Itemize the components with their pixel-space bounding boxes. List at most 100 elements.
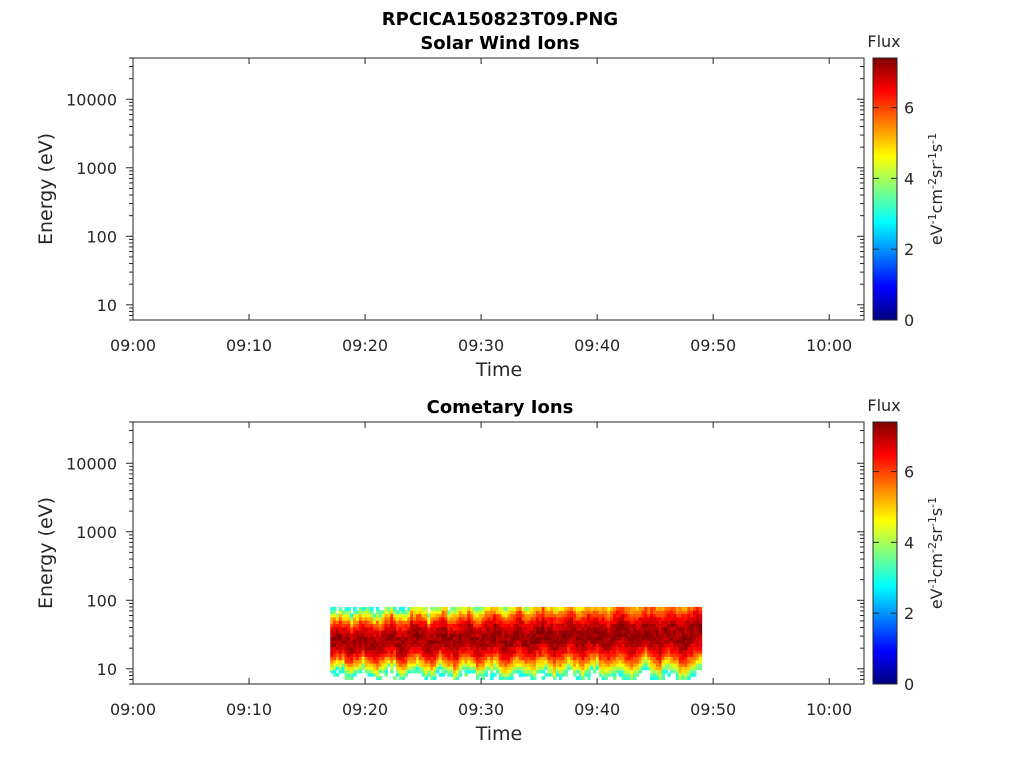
flux-cell — [561, 669, 566, 674]
flux-cell — [401, 666, 406, 671]
flux-cell — [515, 653, 520, 657]
flux-cell — [390, 636, 394, 641]
flux-cell — [464, 662, 468, 667]
flux-cell — [638, 606, 643, 611]
flux-cell — [401, 676, 406, 681]
flux-cell — [347, 629, 351, 634]
flux-cell — [627, 646, 631, 651]
flux-cell — [504, 646, 508, 651]
flux-cell — [558, 606, 563, 611]
flux-cell — [401, 662, 406, 667]
flux-cell — [692, 666, 697, 671]
flux-cell — [627, 656, 631, 661]
flux-cell — [573, 662, 577, 667]
flux-cell — [441, 662, 446, 667]
flux-cell — [541, 639, 546, 644]
flux-cell — [601, 669, 606, 674]
flux-cell — [672, 653, 677, 657]
flux-cell — [544, 656, 548, 661]
flux-cell — [664, 669, 668, 674]
flux-cell — [378, 659, 383, 664]
flux-cell — [581, 636, 586, 641]
flux-cell — [575, 610, 580, 615]
flux-cell — [578, 646, 583, 651]
flux-cell — [587, 676, 591, 681]
flux-cell — [607, 610, 611, 615]
flux-cell — [475, 626, 480, 631]
flux-cell — [395, 629, 400, 634]
flux-cell — [613, 613, 617, 618]
flux-cell — [493, 610, 497, 615]
flux-cell — [567, 629, 571, 634]
flux-cell — [650, 669, 654, 674]
flux-cell — [672, 616, 677, 621]
flux-cell — [510, 649, 514, 654]
flux-cell — [624, 629, 628, 634]
flux-cell — [687, 623, 691, 628]
flux-cell — [595, 649, 600, 654]
flux-cell — [475, 676, 480, 681]
flux-cell — [635, 626, 640, 631]
flux-cell — [487, 656, 491, 661]
flux-cell — [330, 613, 334, 618]
flux-cell — [544, 626, 548, 631]
flux-cell — [624, 636, 628, 641]
flux-cell — [584, 610, 588, 615]
flux-cell — [341, 613, 346, 618]
flux-cell — [475, 653, 480, 657]
flux-cell — [698, 646, 703, 651]
flux-cell — [381, 639, 386, 644]
flux-cell — [335, 656, 340, 661]
flux-cell — [438, 662, 443, 667]
flux-cell — [684, 613, 688, 618]
flux-cell — [344, 620, 348, 624]
flux-cell — [384, 669, 388, 674]
flux-cell — [533, 623, 537, 628]
flux-cell — [655, 636, 660, 641]
flux-cell — [375, 639, 380, 644]
flux-cell — [438, 666, 443, 671]
flux-cell — [687, 662, 691, 667]
flux-cell — [670, 656, 674, 661]
flux-cell — [524, 659, 528, 664]
flux-cell — [404, 666, 408, 671]
flux-cell — [413, 610, 417, 615]
flux-cell — [615, 606, 620, 611]
flux-cell — [573, 626, 577, 631]
flux-cell — [604, 620, 608, 624]
flux-cell — [558, 626, 563, 631]
flux-cell — [507, 672, 511, 677]
flux-cell — [692, 613, 697, 618]
flux-cell — [618, 626, 623, 631]
flux-cell — [424, 606, 428, 611]
colorbar-label: Flux — [867, 32, 900, 51]
flux-cell — [578, 623, 583, 628]
flux-cell — [604, 633, 608, 638]
flux-cell — [510, 613, 514, 618]
flux-cell — [367, 616, 371, 621]
flux-cell — [661, 646, 666, 651]
flux-cell — [581, 633, 586, 638]
flux-cell — [473, 626, 477, 631]
flux-cell — [578, 659, 583, 664]
flux-cell — [410, 643, 414, 648]
flux-cell — [558, 643, 563, 648]
flux-cell — [684, 633, 688, 638]
panel-title: Solar Wind Ions — [420, 33, 579, 54]
flux-cell — [615, 620, 620, 624]
flux-cell — [624, 623, 628, 628]
flux-cell — [675, 616, 680, 621]
flux-cell — [653, 613, 657, 618]
flux-cell — [510, 656, 514, 661]
flux-cell — [510, 676, 514, 681]
panel-cometary: Cometary Ions 09:00 09:10 09:20 09:30 09:40 0… — [35, 396, 946, 745]
flux-cell — [678, 659, 683, 664]
flux-cell — [378, 636, 383, 641]
flux-cell — [555, 646, 560, 651]
flux-cell — [573, 613, 577, 618]
flux-cell — [344, 610, 348, 615]
flux-cell — [355, 656, 360, 661]
flux-cell — [573, 620, 577, 624]
flux-cell — [333, 669, 337, 674]
flux-cell — [481, 639, 486, 644]
